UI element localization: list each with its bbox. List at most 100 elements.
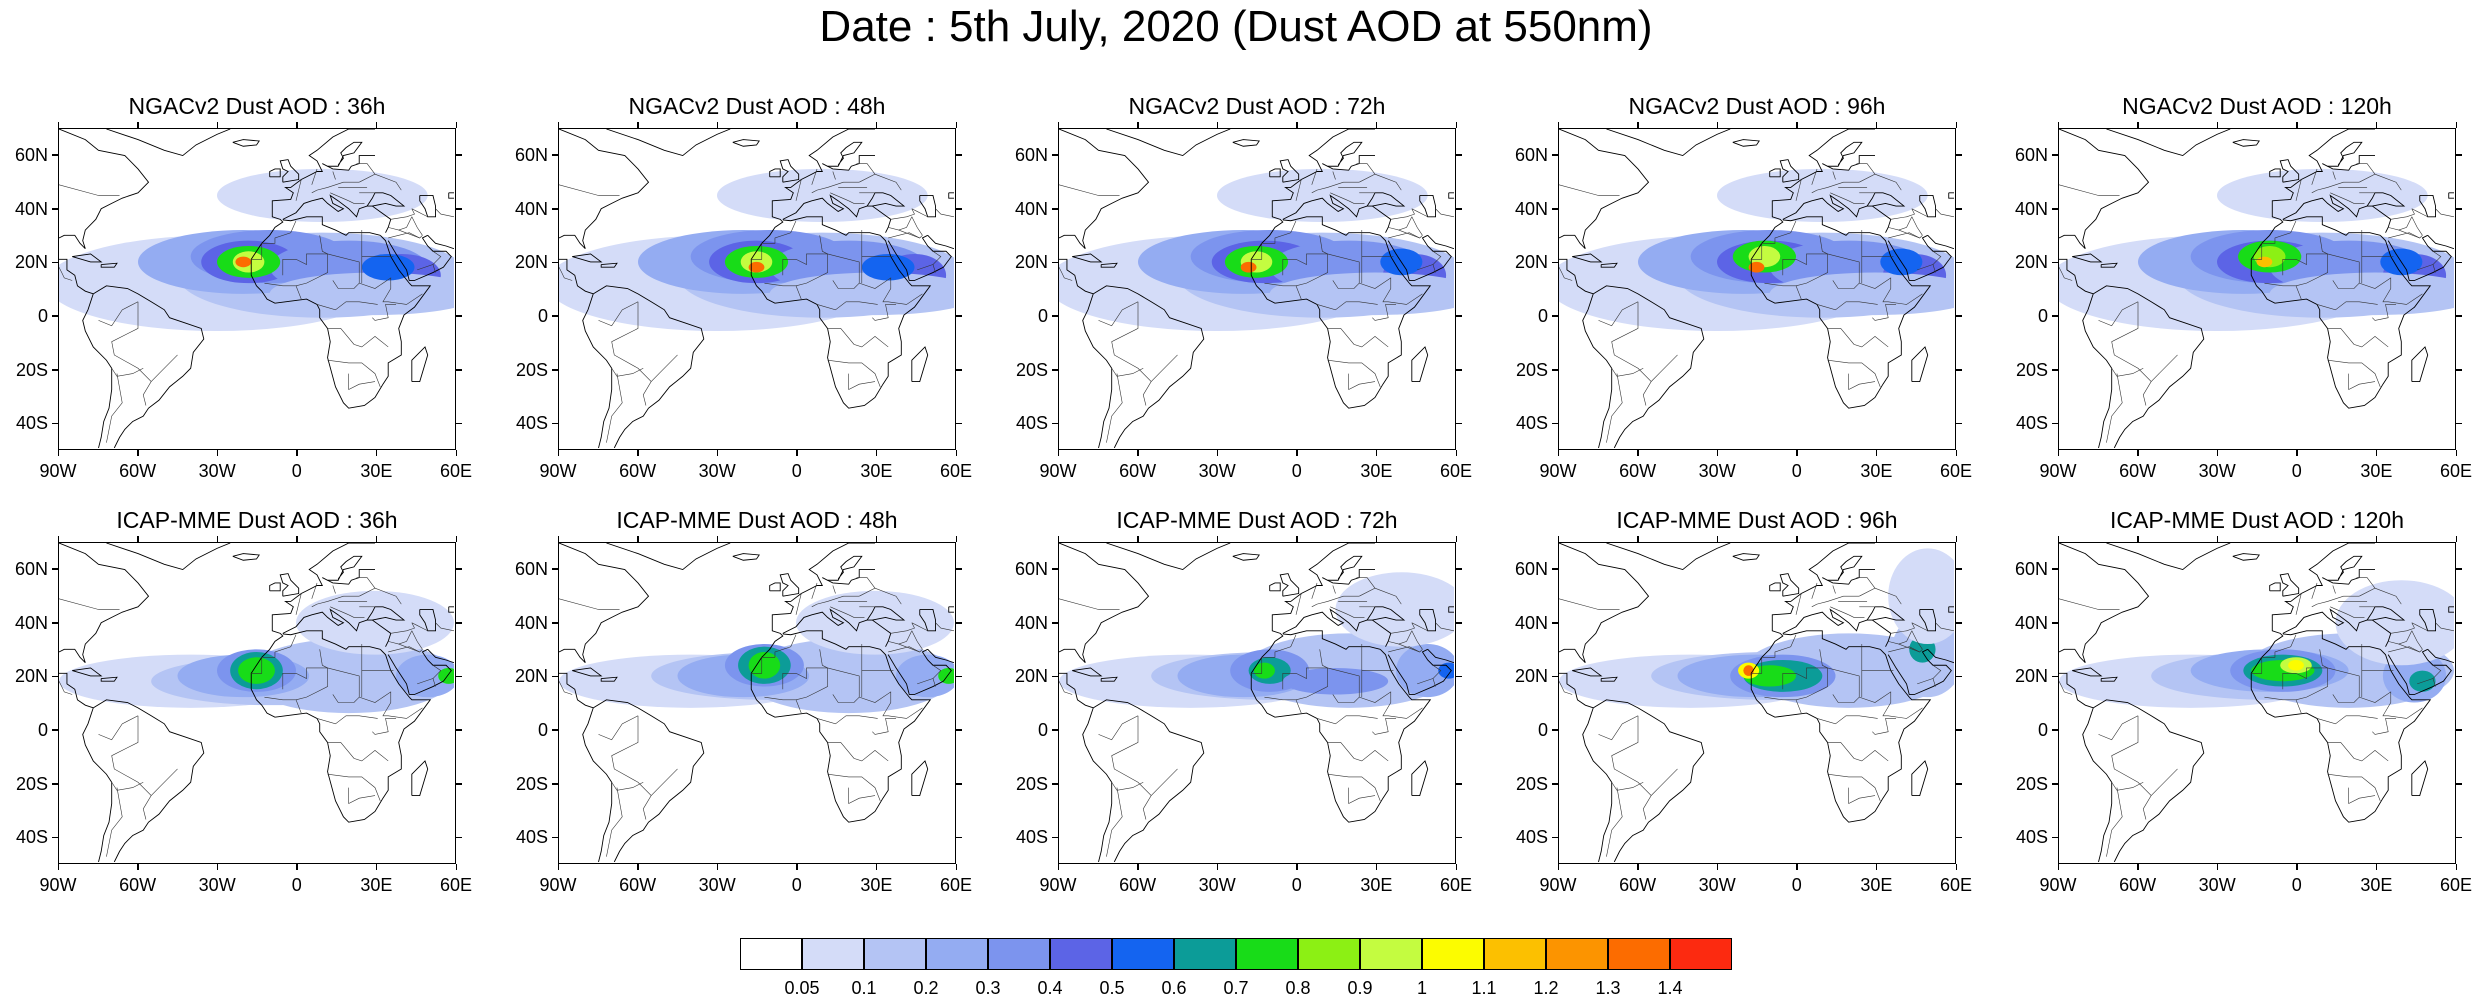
lon-tick — [216, 864, 219, 870]
lat-tick — [1552, 369, 1558, 371]
lon-tick — [2216, 122, 2219, 128]
country-border — [327, 742, 389, 762]
lat-tick-label: 60N — [514, 144, 548, 165]
lon-tick — [2216, 536, 2219, 542]
lat-tick — [52, 622, 58, 624]
lon-tick-label: 90W — [1539, 875, 1577, 895]
lon-tick — [296, 122, 298, 128]
lat-tick — [956, 154, 962, 156]
lon-tick-label: 0 — [791, 461, 802, 481]
lon-tick — [2137, 536, 2139, 542]
coastline — [582, 293, 613, 448]
lon-tick — [2137, 122, 2139, 128]
coastline — [1100, 262, 1118, 268]
coastline — [232, 139, 260, 147]
lon-tick — [1216, 122, 1219, 128]
coastline — [1887, 648, 1952, 695]
lat-tick — [1956, 675, 1962, 678]
lon-tick-label: 90W — [39, 875, 77, 895]
country-border — [1888, 216, 1913, 231]
country-border — [1398, 229, 1423, 239]
country-border — [1417, 678, 1436, 687]
lat-tick — [956, 422, 962, 425]
coastline — [2059, 543, 2150, 663]
country-border — [111, 301, 152, 406]
lat-tick — [1456, 568, 1462, 570]
coastline — [1411, 346, 1429, 382]
country-border — [388, 630, 413, 645]
coastline — [1927, 648, 1954, 664]
lon-tick — [137, 122, 139, 128]
lat-tick-label: 40S — [515, 413, 548, 434]
lat-tick — [1552, 729, 1558, 731]
colorbar-swatch — [988, 938, 1050, 970]
country-border — [1559, 598, 1620, 610]
country-border — [1330, 606, 1349, 616]
colorbar-swatch — [1112, 938, 1174, 970]
dust-contour — [748, 261, 765, 273]
country-border — [1327, 359, 1381, 387]
lat-tick-label: 40S — [1515, 413, 1548, 434]
coastline — [1779, 573, 1800, 597]
country-border — [1390, 208, 1415, 220]
country-border — [1888, 232, 1920, 239]
coastline — [1911, 760, 1929, 796]
dust-contour — [717, 168, 928, 223]
lat-tick — [2052, 836, 2058, 839]
lat-tick — [1052, 729, 1058, 731]
colorbar-level-label: 1.4 — [1657, 978, 1683, 998]
lon-tick-label: 30E — [360, 875, 393, 895]
coastline — [887, 234, 952, 281]
lat-tick — [956, 783, 962, 785]
country-border — [1911, 622, 1928, 632]
lat-tick — [1456, 208, 1462, 210]
dust-contour — [296, 590, 454, 655]
lat-tick-label: 0 — [1037, 719, 1048, 740]
lat-tick — [1956, 729, 1962, 731]
lat-tick-label: 20S — [2015, 773, 2048, 794]
country-border — [1935, 622, 1954, 632]
country-border — [1935, 208, 1954, 218]
country-border — [832, 171, 836, 180]
lon-tick-label: 30W — [1198, 875, 1236, 895]
country-border — [848, 200, 865, 204]
coastline — [1282, 216, 1381, 236]
lat-tick — [1052, 568, 1058, 570]
lon-tick-label: 60E — [2439, 461, 2472, 481]
lon-tick — [1796, 450, 1798, 456]
lon-tick — [875, 450, 878, 456]
coastline — [1282, 608, 1392, 647]
country-border — [1559, 267, 1573, 281]
country-border — [598, 715, 639, 741]
country-border — [1356, 577, 1376, 597]
coastline — [1559, 672, 1594, 709]
coastline — [2427, 234, 2454, 250]
dust-contour — [740, 251, 773, 273]
lon-tick — [57, 864, 59, 870]
lat-tick — [2052, 208, 2058, 210]
country-border — [2327, 773, 2381, 801]
country-border — [1316, 715, 1378, 725]
lon-tick — [2455, 122, 2457, 128]
country-border — [764, 696, 802, 714]
country-border — [1650, 768, 1678, 796]
coastline — [106, 129, 231, 157]
lon-tick — [1796, 122, 1798, 128]
lat-tick — [52, 315, 58, 317]
lat-tick — [1052, 675, 1058, 678]
lon-tick-label: 60W — [619, 875, 657, 895]
country-border — [1856, 163, 1876, 183]
country-border — [890, 208, 915, 220]
dust-contour — [1253, 662, 1275, 679]
lon-tick — [2057, 450, 2059, 456]
lon-tick — [1716, 536, 1719, 542]
lat-tick-label: 0 — [2037, 305, 2048, 326]
lon-tick-label: 0 — [1791, 461, 1802, 481]
dust-contour — [243, 638, 454, 714]
coastline — [1282, 630, 1381, 650]
lat-tick-label: 40S — [1015, 827, 1048, 848]
country-border — [650, 354, 678, 382]
lon-tick — [716, 536, 719, 542]
dust-aod-map — [1559, 129, 1954, 448]
panel-title: ICAP-MME Dust AOD : 120h — [2110, 507, 2404, 533]
